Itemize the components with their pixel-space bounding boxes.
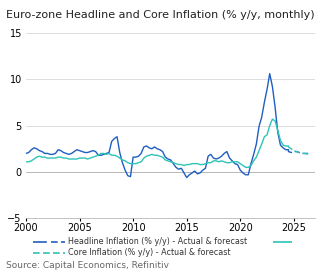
Text: Source: Capital Economics, Refinitiv: Source: Capital Economics, Refinitiv bbox=[6, 261, 170, 270]
Text: Headline Inflation (% y/y) - Actual & forecast: Headline Inflation (% y/y) - Actual & fo… bbox=[68, 237, 247, 246]
Text: Core Inflation (% y/y) - Actual & forecast: Core Inflation (% y/y) - Actual & foreca… bbox=[68, 248, 231, 257]
Text: Euro-zone Headline and Core Inflation (% y/y, monthly): Euro-zone Headline and Core Inflation (%… bbox=[6, 10, 315, 20]
